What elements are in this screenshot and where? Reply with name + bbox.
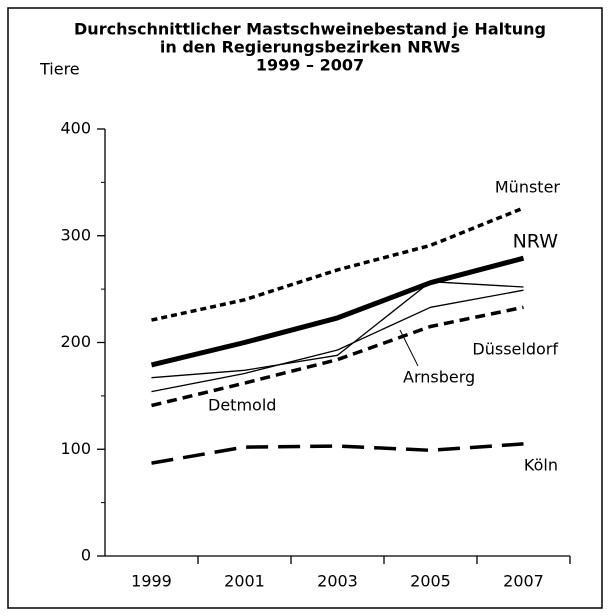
- series-label: NRW: [513, 231, 559, 253]
- chart-title: Durchschnittlicher Mastschweinebestand j…: [74, 20, 546, 39]
- chart-title: 1999 – 2007: [256, 56, 364, 75]
- series-label: Düsseldorf: [472, 340, 558, 359]
- y-tick-label: 400: [60, 119, 91, 138]
- series-label: Detmold: [208, 396, 276, 415]
- x-tick-label: 2005: [410, 572, 451, 591]
- series-line: [151, 206, 525, 322]
- x-tick-label: 2001: [224, 572, 265, 591]
- series-line: [151, 305, 524, 408]
- frame: [7, 7, 603, 609]
- series-label: Köln: [524, 456, 558, 475]
- series-label: Münster: [495, 178, 561, 197]
- y-tick-label: 0: [81, 546, 91, 565]
- series-label: Arnsberg: [403, 368, 475, 387]
- y-tick-label: 200: [60, 332, 91, 351]
- series-line: [151, 289, 524, 393]
- x-tick-label: 2007: [503, 572, 544, 591]
- y-tick-label: 100: [60, 439, 91, 458]
- series-line: [151, 442, 524, 465]
- y-tick-label: 300: [60, 225, 91, 244]
- x-tick-label: 1999: [131, 572, 172, 591]
- series-line: [151, 281, 524, 379]
- series-line: [150, 255, 525, 368]
- chart-title: in den Regierungsbezirken NRWs: [160, 38, 460, 57]
- x-tick-label: 2003: [317, 572, 358, 591]
- y-axis-label: Tiere: [39, 60, 80, 79]
